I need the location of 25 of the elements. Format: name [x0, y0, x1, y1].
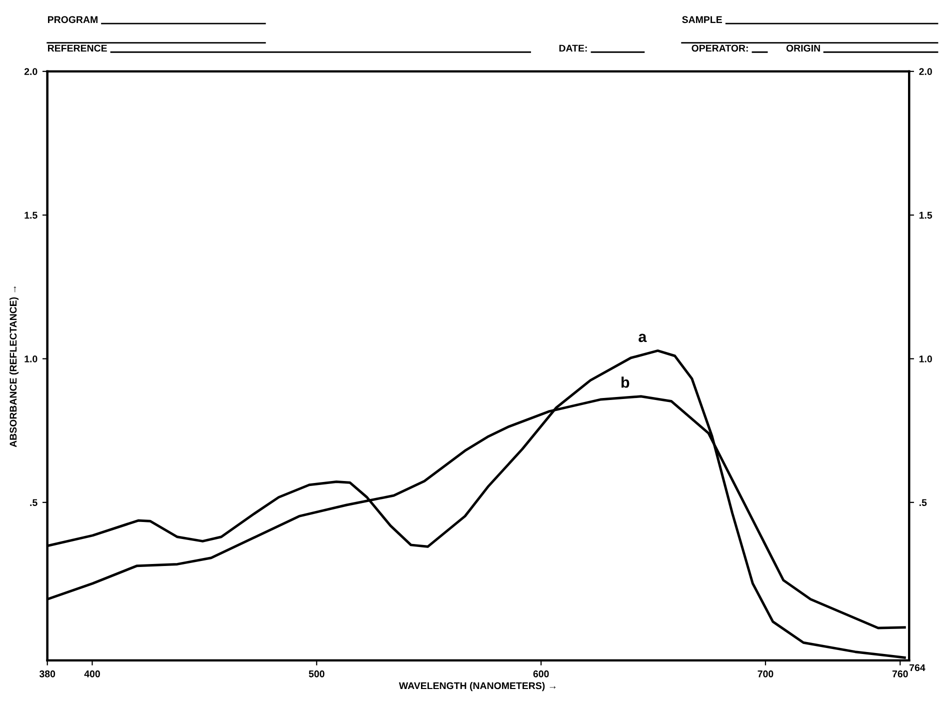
text: ORIGIN [786, 44, 820, 52]
y-axis-title: ABSORBANCE (REFLECTANCE) → [9, 286, 19, 448]
y-tick-label: 2.0 [24, 68, 38, 76]
series-label: b [622, 376, 630, 388]
y-tick-label: .5 [30, 499, 38, 506]
text: SAMPLE [682, 16, 722, 24]
x-axis-title: WAVELENGTH (NANOMETERS) → [398, 682, 556, 692]
text: 764 [910, 664, 926, 672]
text: PROGRAM [48, 16, 98, 24]
text: REFERENCE [48, 44, 107, 52]
y2-tick-label: .5 [920, 499, 927, 506]
y2-tick-label: 2.0 [919, 68, 932, 76]
y-tick-label: 1.5 [24, 212, 38, 219]
x-tick-label: 500 [308, 670, 324, 678]
series-label: a [638, 334, 647, 342]
x-tick-label: 700 [758, 670, 774, 678]
x-tick-label: 400 [84, 670, 100, 678]
text: DATE: [559, 44, 587, 52]
y2-tick-label: 1.0 [919, 355, 932, 362]
x-tick-label: 600 [533, 670, 549, 678]
text: OPERATOR: [692, 44, 748, 52]
x-tick-label: 760 [892, 670, 908, 678]
x-tick-label: 380 [39, 670, 56, 678]
y2-tick-label: 1.5 [919, 212, 932, 219]
y-tick-label: 1.0 [24, 355, 38, 362]
